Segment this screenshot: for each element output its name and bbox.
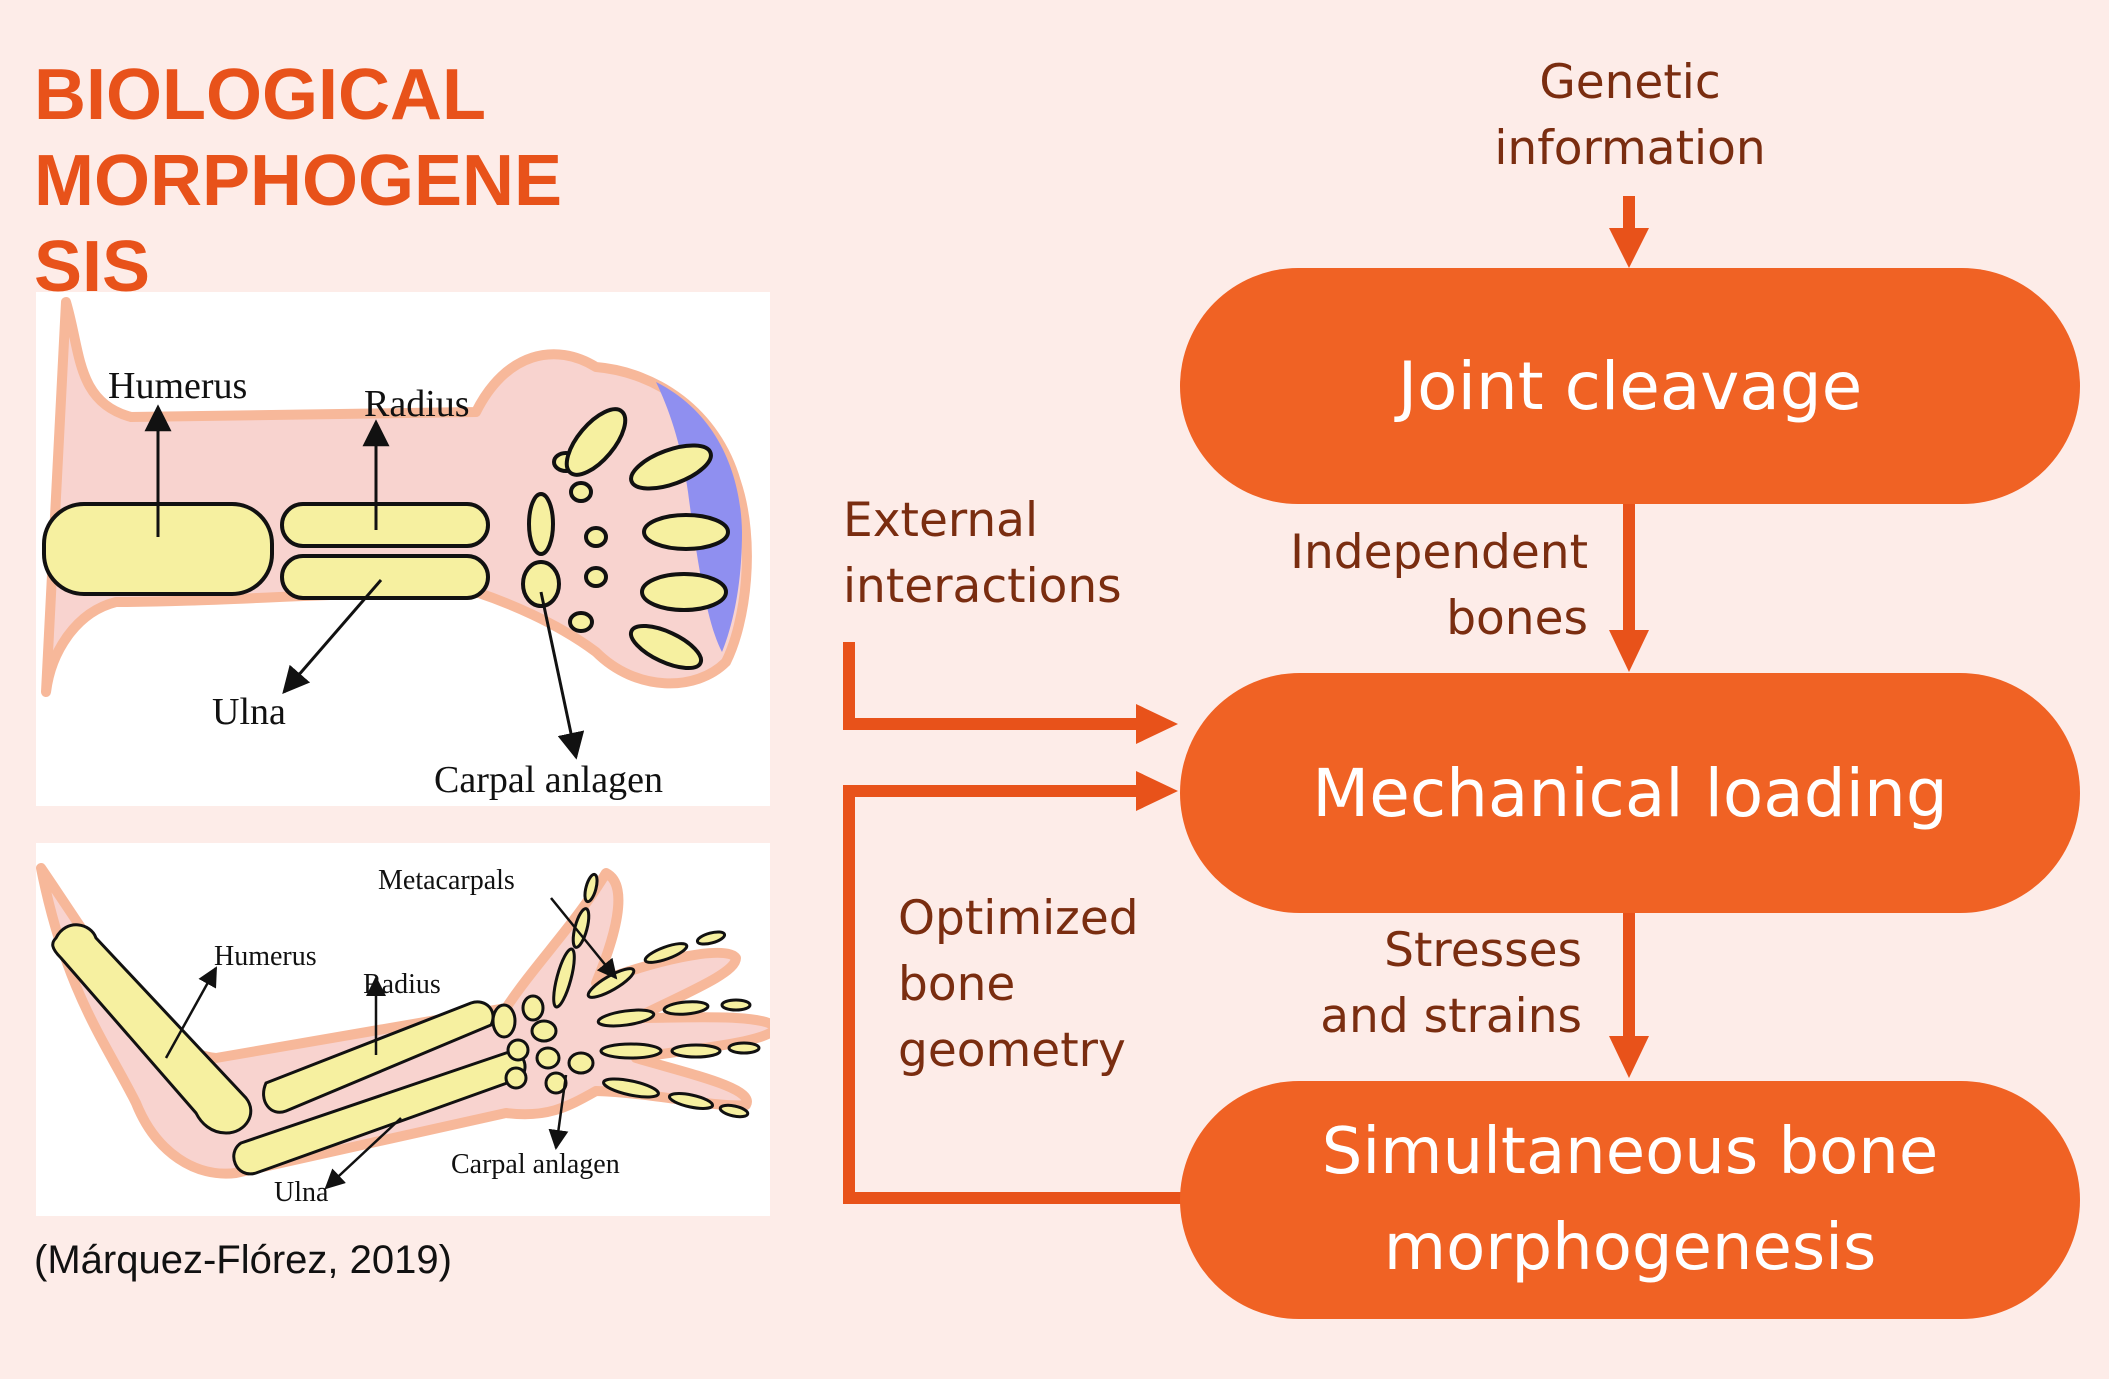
loop-bottom xyxy=(843,1192,1183,1204)
limb-bones xyxy=(51,872,761,1176)
developed-limb-illustration: Metacarpals Humerus Radius Ulna Carpal a… xyxy=(36,863,781,1208)
arrow-stresses-head xyxy=(1609,1036,1649,1078)
humerus-pointer xyxy=(164,966,218,1059)
carpal-pointer xyxy=(548,1074,569,1150)
genetic-line-2: information xyxy=(1494,121,1766,176)
humerus-label: Humerus xyxy=(214,941,317,972)
radius-label: Radius xyxy=(364,383,470,425)
external-line-2: interactions xyxy=(843,559,1122,614)
citation: (Márquez-Flórez, 2019) xyxy=(34,1238,452,1282)
ulna-pointer xyxy=(282,579,383,695)
radius-label: Radius xyxy=(363,969,441,1000)
optimized-line-1: Optimized xyxy=(898,891,1139,946)
carpal-bones xyxy=(521,407,730,671)
external-interactions-label: External interactions xyxy=(843,488,1203,620)
external-line-1: External xyxy=(843,493,1038,548)
simultaneous-morphogenesis-node: Simultaneous bone morphogenesis xyxy=(1180,1081,2080,1319)
stresses-strains-label: Stresses and strains xyxy=(1252,918,1582,1050)
arrow-genetic-head xyxy=(1609,228,1649,268)
carpal-label: Carpal anlagen xyxy=(434,759,663,801)
embryo-limb-panel: Humerus Radius Ulna Carpal anlagen xyxy=(36,292,770,806)
ulna-label: Ulna xyxy=(212,691,286,733)
title-line-1: BIOLOGICAL xyxy=(34,55,486,135)
mechanical-loading-node: Mechanical loading xyxy=(1180,673,2080,913)
humerus-label: Humerus xyxy=(108,365,247,407)
arrow-external-head xyxy=(1136,704,1178,744)
developed-limb-panel: Metacarpals Humerus Radius Ulna Carpal a… xyxy=(36,843,781,1216)
independent-line-2: bones xyxy=(1446,591,1588,646)
radius-bone xyxy=(280,502,490,548)
stresses-line-1: Stresses xyxy=(1384,923,1582,978)
simultaneous-morphogenesis-text: Simultaneous bone morphogenesis xyxy=(1322,1104,1938,1296)
ulna-label: Ulna xyxy=(274,1177,329,1208)
metacarpals-label: Metacarpals xyxy=(378,865,515,896)
carpal-pointer xyxy=(539,591,585,760)
arrow-external-vertical xyxy=(843,642,855,730)
loop-head xyxy=(1136,771,1178,811)
joint-cleavage-text: Joint cleavage xyxy=(1397,347,1863,425)
mechanical-loading-text: Mechanical loading xyxy=(1312,754,1948,832)
independent-bones-label: Independent bones xyxy=(1230,520,1588,652)
optimized-line-3: geometry xyxy=(898,1023,1126,1078)
stresses-line-2: and strains xyxy=(1320,989,1582,1044)
metacarpals-pointer xyxy=(550,897,618,980)
ulna-bone xyxy=(280,554,490,600)
node3-line-2: morphogenesis xyxy=(1383,1211,1877,1285)
page-title: BIOLOGICAL MORPHOGENE SIS xyxy=(34,52,594,310)
genetic-information-label: Genetic information xyxy=(1430,50,1830,182)
joint-cleavage-node: Joint cleavage xyxy=(1180,268,2080,504)
carpal-label: Carpal anlagen xyxy=(451,1149,620,1180)
genetic-line-1: Genetic xyxy=(1539,55,1721,110)
optimized-geometry-label: Optimized bone geometry xyxy=(898,886,1198,1084)
arrow-independent-head xyxy=(1609,630,1649,672)
embryo-limb-illustration: Humerus Radius Ulna Carpal anlagen xyxy=(41,297,752,801)
ulna-pointer xyxy=(324,1117,402,1190)
independent-line-1: Independent xyxy=(1290,525,1588,580)
arrow-external-horizontal xyxy=(843,718,1139,730)
arrow-stresses-shaft xyxy=(1623,912,1635,1040)
optimized-line-2: bone xyxy=(898,957,1016,1012)
node3-line-1: Simultaneous bone xyxy=(1321,1115,1939,1189)
arrow-independent-shaft xyxy=(1623,502,1635,634)
loop-vertical xyxy=(843,785,855,1204)
arrow-genetic-shaft xyxy=(1623,196,1635,232)
title-line-2: MORPHOGENE xyxy=(34,141,563,221)
loop-top xyxy=(843,785,1139,797)
